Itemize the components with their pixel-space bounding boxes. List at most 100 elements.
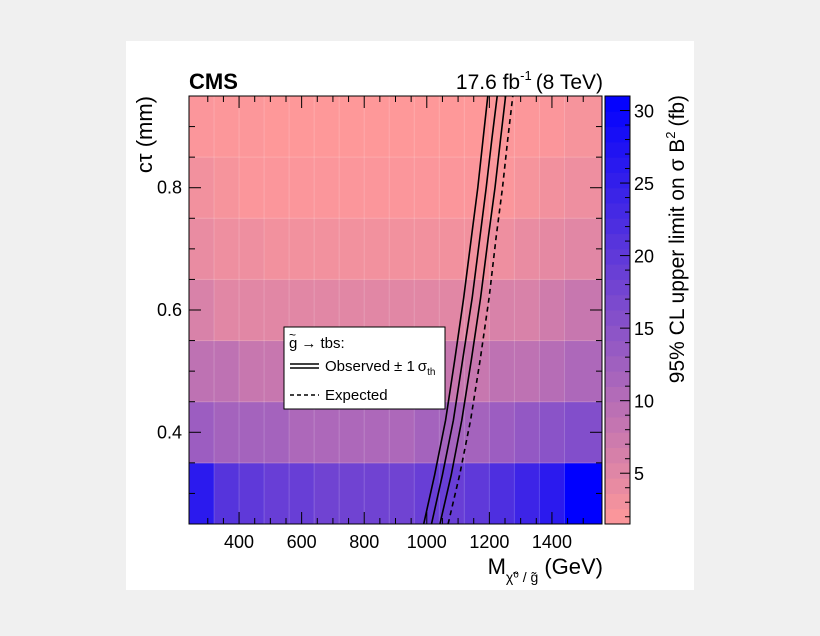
color-scale-band [605,386,630,403]
expected-limit-curve [447,95,514,525]
heatmap-cell [239,279,265,341]
heatmap-cell [539,340,565,403]
heatmap-cell [214,279,240,341]
y-tick-label: 0.4 [157,422,182,442]
color-scale-band [605,141,630,158]
heatmap-cell [514,279,540,341]
heatmap-cell [539,401,565,464]
heatmap-cell [239,218,265,280]
heatmap-cell [264,218,290,280]
heatmap-cell [514,157,540,219]
heatmap-cells [189,96,603,525]
color-scale-band [605,462,630,479]
x-axis-ticks: 400 600 800 1000 1200 1400 [207,96,584,552]
heatmap-cell [339,96,365,158]
heatmap-cell [464,279,490,341]
heatmap-cell [314,157,340,219]
color-scale-tick-label: 25 [634,174,654,194]
color-scale-band [605,157,630,173]
observed-limit-curve [422,95,489,525]
x-tick-label: 1200 [469,532,509,552]
observed-limit-curve [430,95,498,525]
x-tick-label: 800 [349,532,379,552]
color-scale-title: 95% CL upper limit on σ B2(fb) [663,95,689,383]
color-scale-tick-label: 10 [634,392,654,412]
legend-expected-label: Expected [325,387,388,404]
heatmap-cell [389,96,415,158]
heatmap-cell [389,157,415,219]
observed-limit-curve [439,95,507,525]
heatmap-cell [214,218,240,280]
heatmap-cell [214,157,240,219]
y-tick-label: 0.8 [157,178,182,198]
heatmap-cell [514,462,540,525]
heatmap-cell [239,462,265,525]
heatmap-cell [289,157,315,219]
color-scale-band [605,126,630,143]
heatmap-cell [514,340,540,403]
color-scale-band [605,371,630,387]
color-scale-band [605,417,630,433]
color-scale-band [605,264,630,280]
heatmap-cell [214,96,240,158]
color-scale-tick-label: 30 [634,102,654,122]
heatmap-cell [239,340,265,403]
heatmap-cell [489,340,515,403]
heatmap-cell [489,157,515,219]
color-scale-band [605,310,630,326]
color-scale-band [605,111,630,128]
color-scale-band [605,355,630,372]
heatmap-cell [264,96,290,158]
heatmap-cell [239,157,265,219]
color-scale-band [605,233,630,250]
heatmap-cell [389,462,415,525]
color-scale-band [605,478,630,494]
legend: g → tbs: ~ Observed ± 1 σth Expected [283,326,446,410]
heatmap-cell [364,462,390,525]
heatmap-cell [214,401,240,464]
x-axis-title: Mχ̃⁰ / g̃ (GeV) [488,554,603,585]
heatmap-cell [364,218,390,280]
color-scale-band [605,218,630,235]
color-scale-band [605,432,630,449]
heatmap-cell [239,401,265,464]
color-scale-band [605,294,630,311]
heatmap-cell [289,401,315,464]
legend-tilde-mark: ~ [289,328,296,342]
experiment-label: CMS [189,69,238,94]
color-scale-tick-label: 15 [634,319,654,339]
heatmap-cell [464,340,490,403]
y-axis-ticks: 0.4 0.6 0.8 [157,95,602,494]
color-scale-band [605,203,630,219]
heatmap-cell [489,279,515,341]
color-scale-band [605,325,630,342]
x-tick-label: 400 [224,532,254,552]
heatmap-cell [414,157,440,219]
heatmap-cell [239,96,265,158]
heatmap-cell [439,218,465,280]
legend-title: g → tbs: [289,335,345,352]
color-scale-band [605,248,630,265]
heatmap-cell [364,401,390,464]
y-tick-label: 0.6 [157,300,182,320]
heatmap-cell [489,462,515,525]
limit-contours [422,95,514,525]
color-scale-band [605,447,630,464]
heatmap-cell [464,462,490,525]
color-scale-bar [605,96,630,525]
heatmap-cell [314,218,340,280]
heatmap-cell [264,157,290,219]
heatmap-cell [314,401,340,464]
heatmap-cell [464,218,490,280]
y-axis-title: cτ (mm) [132,96,157,173]
color-scale-band [605,172,630,189]
heatmap-cell [364,157,390,219]
heatmap-cell [389,401,415,464]
heatmap-cell [414,401,440,464]
color-scale-ticks: 5 10 15 20 25 30 [620,102,654,518]
color-scale-band [605,401,630,418]
luminosity-label: 17.6 fb-1 (8 TeV) [456,68,603,94]
x-tick-label: 600 [287,532,317,552]
